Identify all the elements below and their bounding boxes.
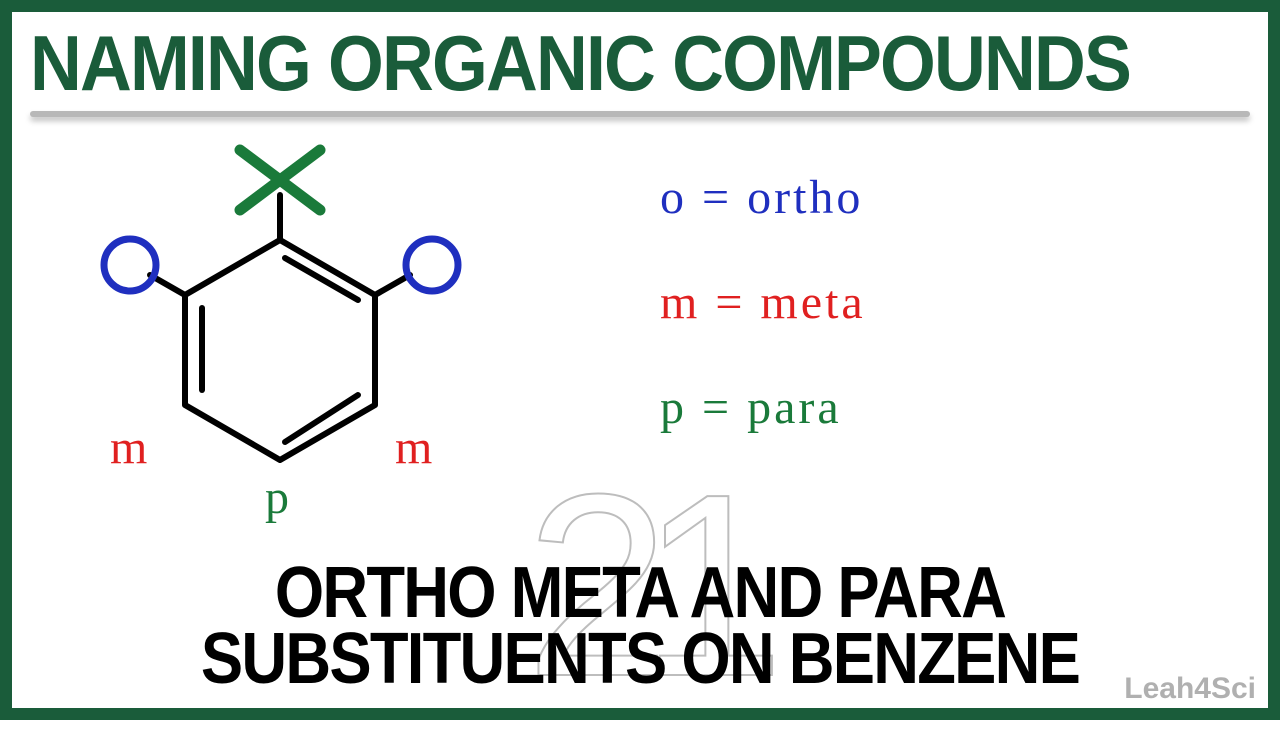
subtitle: ORTHO META AND PARA SUBSTITUENTS ON BENZ…: [30, 560, 1250, 692]
legend: o = ortho m = meta p = para: [660, 170, 1180, 485]
meta-left-label: m: [110, 420, 147, 475]
legend-label: m: [660, 276, 700, 329]
legend-row-para: p = para: [660, 380, 1180, 435]
legend-eq: =: [702, 171, 732, 224]
legend-value: para: [747, 381, 842, 434]
benzene-diagram: m m p: [60, 140, 500, 540]
subtitle-line-2: SUBSTITUENTS ON BENZENE: [201, 619, 1079, 699]
legend-eq: =: [715, 276, 745, 329]
meta-right-label: m: [395, 420, 432, 475]
legend-value: ortho: [747, 171, 863, 224]
header: NAMING ORGANIC COMPOUNDS: [30, 18, 1250, 117]
legend-label: p: [660, 381, 687, 434]
subtitle-text: ORTHO META AND PARA SUBSTITUENTS ON BENZ…: [103, 560, 1177, 692]
legend-eq: =: [702, 381, 732, 434]
watermark: Leah4Sci: [1124, 672, 1256, 706]
header-divider: [30, 111, 1250, 117]
legend-label: o: [660, 171, 687, 224]
legend-value: meta: [760, 276, 865, 329]
legend-row-meta: m = meta: [660, 275, 1180, 330]
page-title: NAMING ORGANIC COMPOUNDS: [30, 18, 1152, 109]
para-label: p: [265, 470, 289, 525]
ortho-right-icon: [406, 239, 458, 291]
ortho-left-icon: [104, 239, 156, 291]
legend-row-ortho: o = ortho: [660, 170, 1180, 225]
